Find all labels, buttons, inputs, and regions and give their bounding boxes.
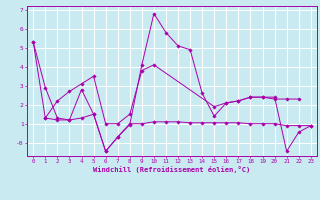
X-axis label: Windchill (Refroidissement éolien,°C): Windchill (Refroidissement éolien,°C): [93, 166, 251, 173]
